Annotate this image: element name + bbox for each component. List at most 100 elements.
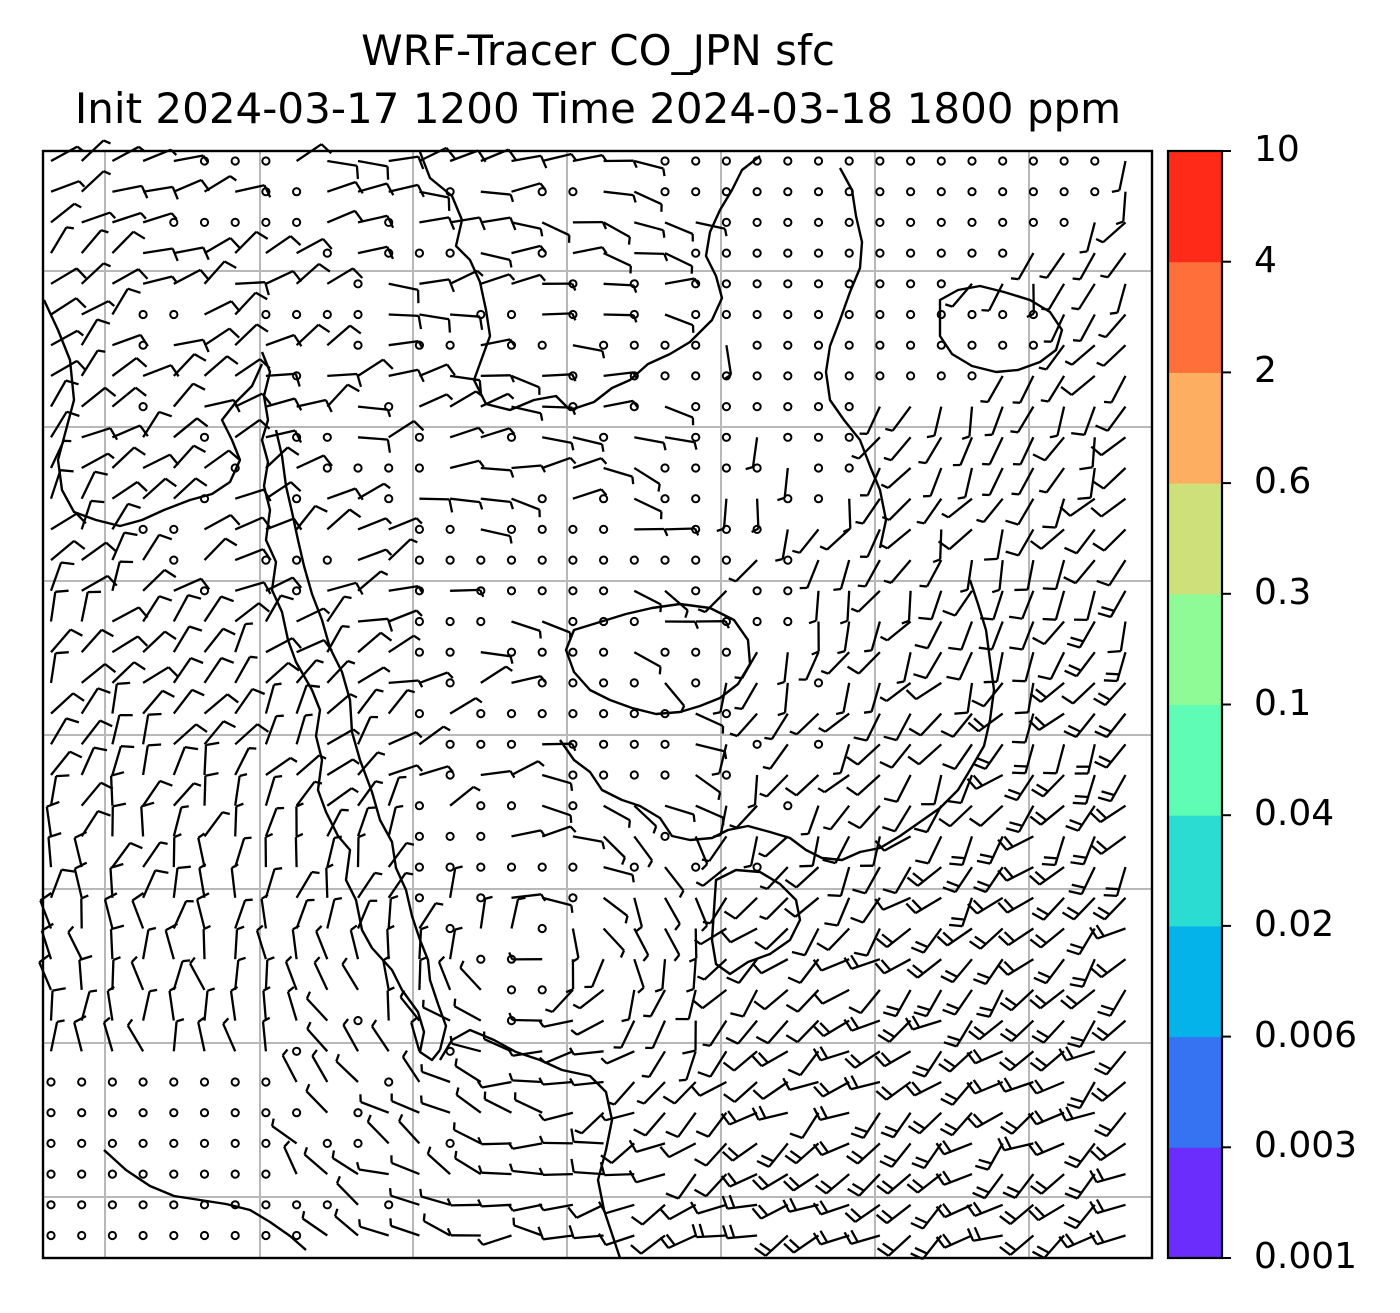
wind-barb	[234, 516, 272, 531]
calm-marker	[445, 248, 455, 258]
wind-barb	[1097, 774, 1127, 803]
wind-barb	[73, 830, 88, 868]
calm-marker	[506, 709, 517, 719]
wind-barb	[943, 1020, 973, 1048]
wind-barb	[49, 987, 66, 1021]
calm-marker	[230, 1138, 240, 1149]
wind-barb	[663, 897, 681, 931]
calm-marker	[783, 494, 793, 504]
calm-wind-markers	[46, 156, 1100, 1241]
wind-barb	[203, 771, 219, 806]
wind-barb	[286, 986, 298, 1021]
wind-barb	[911, 1142, 943, 1170]
wind-barb	[813, 988, 850, 1005]
wind-barb	[787, 958, 820, 985]
wind-barb	[1027, 1140, 1065, 1157]
calm-marker	[906, 340, 916, 350]
wind-barb	[477, 1136, 512, 1146]
coastline-korea-east	[274, 429, 448, 1051]
wind-barb	[111, 446, 146, 469]
wind-barb	[946, 651, 974, 681]
wind-barb	[847, 1173, 881, 1197]
wind-barb	[260, 893, 269, 929]
calm-marker	[199, 494, 210, 504]
wind-barb	[142, 666, 179, 684]
wind-barb	[418, 393, 454, 408]
wind-barb	[203, 537, 238, 561]
wind-barb	[791, 927, 820, 957]
wind-barb	[480, 273, 516, 285]
wind-barb	[935, 1233, 973, 1249]
wind-barb	[905, 681, 942, 701]
calm-marker	[967, 217, 977, 227]
calm-marker	[691, 862, 701, 872]
wind-barb	[482, 1031, 512, 1053]
wind-barb	[1032, 620, 1065, 646]
calm-marker	[230, 1230, 240, 1241]
wind-barb	[843, 954, 881, 970]
wind-barb	[449, 697, 483, 715]
wind-barb	[538, 1111, 574, 1122]
wind-barb	[754, 1234, 789, 1257]
wind-barb	[142, 477, 177, 500]
wind-barb	[570, 1019, 605, 1036]
calm-marker	[199, 1138, 210, 1149]
wind-barb	[265, 756, 298, 776]
wind-barb	[398, 1113, 421, 1145]
wind-barb	[859, 406, 881, 435]
calm-marker	[568, 371, 578, 381]
wind-barb	[315, 925, 329, 960]
calm-marker	[46, 1108, 56, 1118]
wind-barb	[234, 687, 266, 715]
wind-barb	[968, 804, 1004, 827]
wind-barb	[885, 405, 912, 432]
calm-marker	[292, 1046, 302, 1056]
wind-barb	[264, 714, 284, 745]
calm-marker	[506, 954, 517, 964]
wind-barb	[613, 1020, 636, 1049]
wind-barb	[641, 1050, 666, 1079]
wind-barb	[172, 688, 205, 715]
wind-barb	[357, 214, 395, 229]
wind-barb	[542, 405, 577, 416]
wind-barb	[1069, 958, 1096, 988]
wind-barb	[296, 237, 333, 255]
wind-barb	[222, 1017, 237, 1052]
wind-barb	[976, 497, 1004, 524]
wind-barb	[306, 1021, 329, 1053]
wind-barb	[480, 427, 516, 439]
wind-barb	[691, 1223, 727, 1239]
calm-marker	[906, 156, 916, 166]
wind-barb	[542, 312, 577, 321]
wind-barb	[1014, 682, 1035, 715]
wind-barb	[50, 410, 80, 438]
wind-barb	[694, 897, 709, 932]
calm-marker	[292, 309, 302, 320]
calm-marker	[660, 156, 670, 166]
wind-barb	[49, 379, 79, 408]
wind-barb	[789, 712, 820, 736]
wind-barb	[1115, 191, 1127, 226]
wind-barb	[602, 835, 626, 866]
wind-barb	[357, 688, 384, 715]
wind-barb	[850, 589, 881, 613]
calm-marker	[199, 1200, 210, 1210]
wind-barb	[111, 230, 146, 254]
calm-marker	[292, 555, 302, 565]
calm-marker	[691, 309, 701, 320]
calm-marker	[199, 156, 210, 166]
wind-barb	[777, 682, 789, 717]
wind-barb	[634, 159, 666, 177]
wind-barb	[1094, 743, 1127, 769]
calm-marker	[813, 494, 824, 504]
wind-barb	[901, 590, 912, 625]
calm-marker	[783, 801, 793, 811]
calm-marker	[752, 217, 762, 227]
wind-barb	[106, 985, 115, 1021]
calm-marker	[691, 248, 701, 258]
wind-barb	[1063, 712, 1096, 739]
calm-marker	[445, 647, 455, 657]
calm-marker	[721, 770, 732, 780]
wind-barb	[295, 323, 331, 347]
calm-marker	[599, 340, 609, 350]
